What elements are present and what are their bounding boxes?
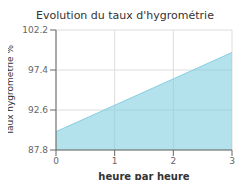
svg-text:heure par heure: heure par heure bbox=[98, 171, 189, 180]
svg-text:2: 2 bbox=[170, 156, 176, 166]
svg-text:Taux hygrométrie %: Taux hygrométrie % bbox=[8, 44, 15, 136]
html-text:Evolution du taux d'hygrométri: Evolution du taux d'hygrométrie bbox=[36, 9, 214, 22]
svg-text:102.2: 102.2 bbox=[22, 25, 48, 35]
svg-text:1: 1 bbox=[112, 156, 118, 166]
svg-text:87.8: 87.8 bbox=[28, 145, 48, 155]
svg-text:3: 3 bbox=[229, 156, 235, 166]
svg-text:97.4: 97.4 bbox=[28, 65, 48, 75]
svg-text:0: 0 bbox=[53, 156, 59, 166]
svg-text:92.6: 92.6 bbox=[28, 105, 48, 115]
